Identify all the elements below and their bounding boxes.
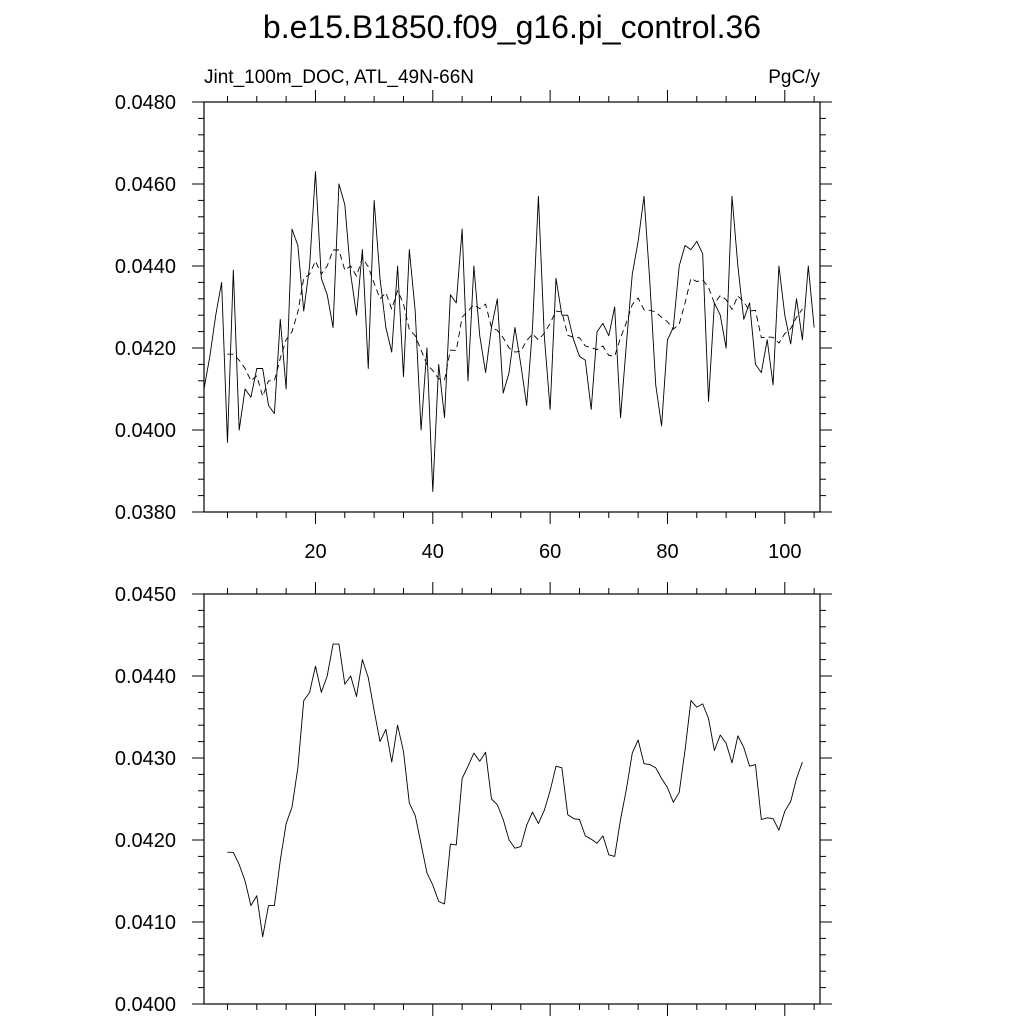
top-series-dashed-line (227, 249, 803, 397)
y-tick-label: 0.0440 (115, 666, 176, 688)
x-tick-label: 80 (656, 541, 678, 563)
y-tick-label: 0.0380 (115, 502, 176, 524)
bottom-plot-frame (203, 593, 821, 1005)
units-label: PgC/y (768, 67, 820, 88)
top-plot-frame (203, 101, 821, 513)
x-tick-label: 40 (422, 541, 444, 563)
y-tick-label: 0.0400 (115, 420, 176, 442)
bottom-series-solid-line (227, 643, 803, 938)
y-tick-label: 0.0430 (115, 748, 176, 770)
top-series-solid-line (203, 171, 815, 492)
top-panel: 0.0380 0.0400 0.0420 0.0440 0.0460 0.0480 20 40… (115, 90, 832, 563)
figure-title: b.e15.B1850.f09_g16.pi_control.36 (263, 9, 761, 45)
x-tick-label: 100 (768, 541, 801, 563)
y-tick-label: 0.0480 (115, 92, 176, 114)
y-tick-label: 0.0410 (115, 912, 176, 934)
y-tick-label: 0.0440 (115, 256, 176, 278)
y-tick-label: 0.0460 (115, 174, 176, 196)
bottom-panel: 0.0400 0.0410 0.0420 0.0430 0.0440 0.0450 (115, 582, 832, 1016)
y-tick-label: 0.0450 (115, 584, 176, 606)
y-tick-label: 0.0420 (115, 338, 176, 360)
y-tick-label: 0.0420 (115, 830, 176, 852)
x-tick-label: 60 (539, 541, 561, 563)
x-tick-label: 20 (304, 541, 326, 563)
y-tick-label: 0.0400 (115, 994, 176, 1016)
variable-label: Jint_100m_DOC, ATL_49N-66N (204, 67, 474, 88)
